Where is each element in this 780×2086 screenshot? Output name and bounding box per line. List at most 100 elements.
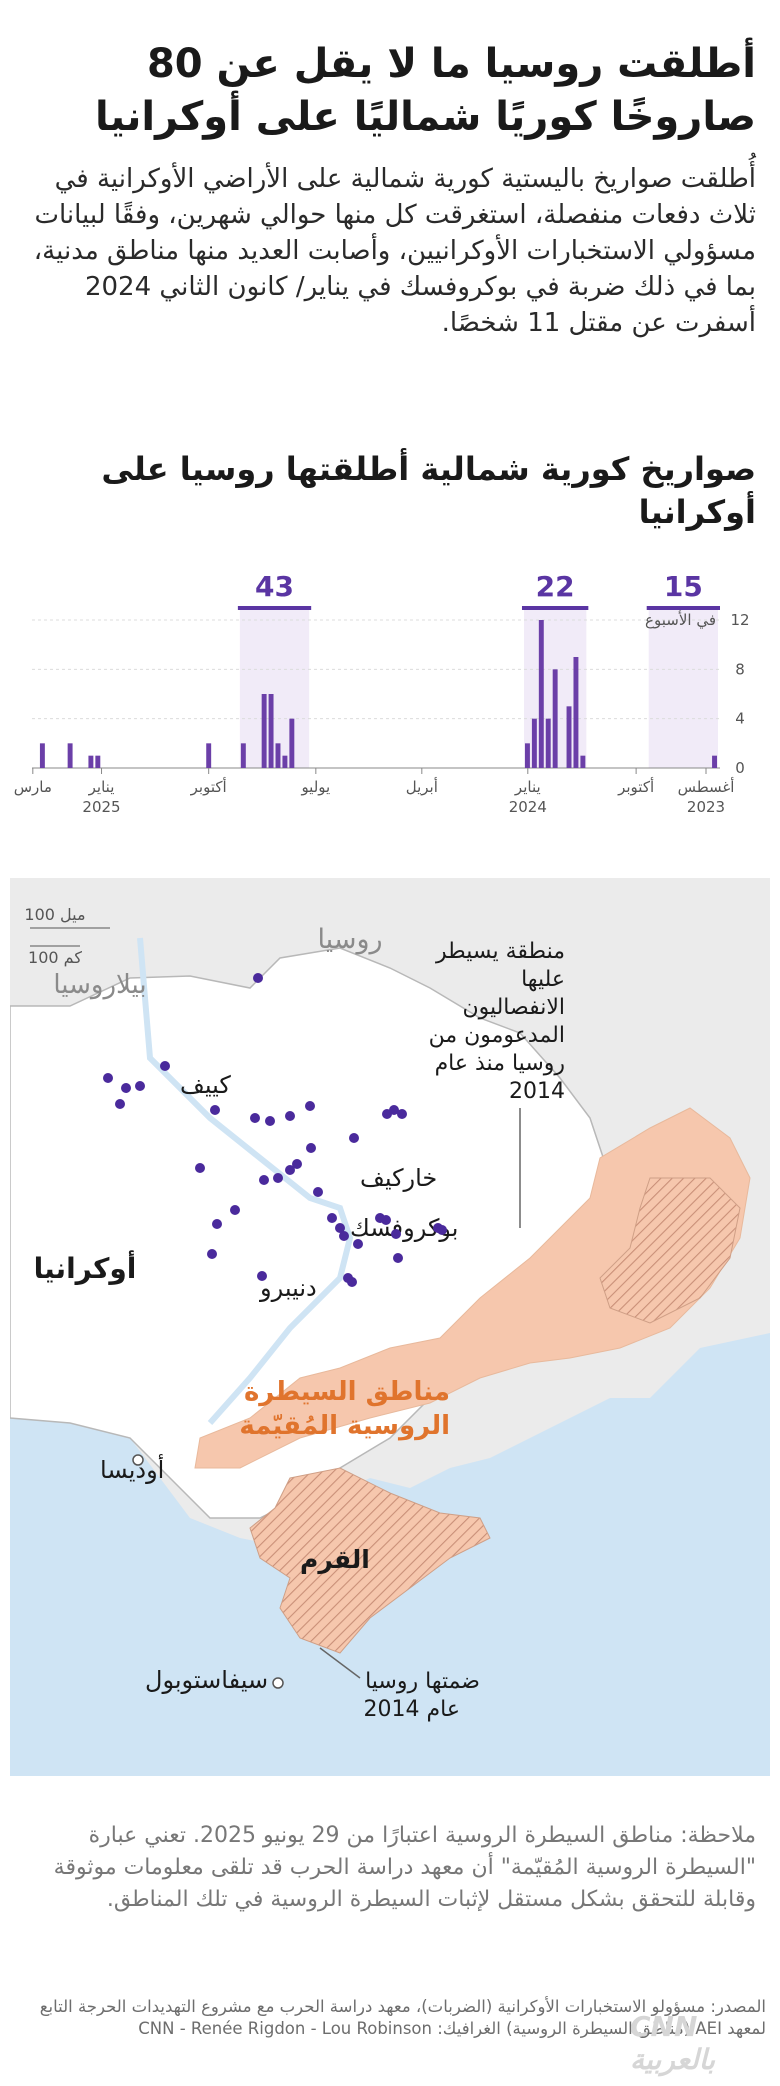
- strike-dot: [265, 1116, 275, 1126]
- strike-dot: [273, 1173, 283, 1183]
- x-tick-label: يناير: [88, 778, 115, 796]
- strike-dot: [347, 1277, 357, 1287]
- strike-dot: [353, 1239, 363, 1249]
- label-belarus: بيلاروسيا: [53, 970, 146, 1000]
- x-tick-label: أكتوبر: [617, 777, 654, 796]
- city-kharkiv: خاركيف: [360, 1164, 437, 1192]
- leader-line-annexed: [319, 1647, 361, 1679]
- label-occupied-1: مناطق السيطرة: [244, 1377, 450, 1407]
- bar: [268, 694, 274, 768]
- city-sevastopol: سيفاستوبول: [145, 1666, 268, 1694]
- strike-dot: [349, 1133, 359, 1143]
- strike-dot: [160, 1061, 170, 1071]
- x-tick-label: يناير: [514, 778, 541, 796]
- annotation-separatist: منطقة يسيطر عليها الانفصاليون المدعومون …: [429, 939, 565, 1104]
- x-tick-label: أغسطس: [678, 777, 735, 796]
- x-tick-year: 2023: [687, 798, 725, 816]
- city-kyiv: كييف: [180, 1071, 231, 1099]
- batch-total: 15: [664, 570, 703, 603]
- bar: [573, 657, 579, 768]
- batch-shade: [239, 610, 310, 768]
- bar: [712, 755, 717, 768]
- strike-dot: [230, 1205, 240, 1215]
- city-odesa: أوديسا: [100, 1454, 164, 1484]
- annotation-separatist-line: المدعومون من: [429, 1023, 565, 1048]
- y-axis-unit: في الأسبوع: [645, 610, 716, 630]
- y-tick-label: 8: [735, 660, 745, 678]
- strike-dot: [253, 973, 263, 983]
- strike-dot: [306, 1143, 316, 1153]
- strike-dot: [135, 1081, 145, 1091]
- annotation-separatist-line: الانفصاليون: [462, 995, 565, 1020]
- bar: [524, 743, 530, 768]
- bar: [531, 718, 537, 768]
- bar: [261, 694, 267, 768]
- annotation-separatist-line: 2014: [509, 1079, 565, 1104]
- note: ملاحظة: مناطق السيطرة الروسية اعتبارًا م…: [53, 1823, 756, 1912]
- bar: [552, 669, 558, 768]
- x-tick-label: أبريل: [406, 777, 438, 796]
- annotation-separatist-line: منطقة يسيطر: [435, 939, 565, 964]
- bar: [88, 755, 94, 768]
- scale-miles: 100 ميل: [24, 905, 85, 924]
- x-tick-label: أكتوبر: [190, 777, 227, 796]
- strike-dot: [121, 1083, 131, 1093]
- bar: [95, 755, 101, 768]
- strike-dot: [393, 1253, 403, 1263]
- strike-dot: [335, 1223, 345, 1233]
- y-tick-label: 0: [735, 759, 745, 777]
- separatist-area: [599, 1177, 741, 1324]
- y-tick-label: 12: [730, 611, 749, 629]
- annotation-annexed-1: ضمتها روسيا: [365, 1669, 480, 1694]
- label-russia: روسيا: [317, 924, 382, 955]
- bar: [580, 755, 586, 768]
- bar: [566, 706, 572, 768]
- strike-dot: [103, 1073, 113, 1083]
- strike-dot: [391, 1229, 401, 1239]
- odesa-marker: [132, 1454, 144, 1466]
- source: المصدر: مسؤولو الاستخبارات الأوكرانية (ا…: [39, 1997, 766, 2038]
- strike-dot: [257, 1271, 267, 1281]
- strike-dot: [115, 1099, 125, 1109]
- map: روسيا بيلاروسيا أوكرانيا 100 ميل 100 كم …: [10, 878, 770, 1776]
- bar: [39, 743, 45, 768]
- y-tick-label: 4: [735, 710, 745, 728]
- batch-total: 43: [255, 570, 294, 603]
- strike-dot: [437, 1225, 447, 1235]
- x-tick-year: 2024: [509, 798, 547, 816]
- strike-dot: [313, 1187, 323, 1197]
- x-tick-label: مارس: [14, 778, 52, 796]
- annotation-separatist-line: عليها: [521, 967, 565, 992]
- strike-dot: [250, 1113, 260, 1123]
- strike-dot: [207, 1249, 217, 1259]
- bar: [545, 718, 551, 768]
- bar-chart: 15 22 43 12 8 4 0 في الأسبوع أغسطس 2023 أكتوبر يناي…: [14, 570, 750, 816]
- bar: [282, 755, 288, 768]
- chart-title: صواريخ كورية شمالية أطلقتها روسيا على أو…: [101, 450, 756, 532]
- label-occupied-2: الروسية المُقيّمة: [239, 1411, 450, 1441]
- intro-paragraph: أُطلقت صواريخ باليستية كورية شمالية على …: [33, 164, 756, 338]
- strike-dot: [195, 1163, 205, 1173]
- bar: [275, 743, 281, 768]
- bar: [206, 743, 212, 768]
- strike-dot: [327, 1213, 337, 1223]
- strike-dot: [339, 1231, 349, 1241]
- sevastopol-marker: [272, 1677, 284, 1689]
- strike-dot: [292, 1159, 302, 1169]
- strike-dot: [285, 1165, 295, 1175]
- strike-dots: [103, 973, 447, 1287]
- annotation-annexed-2: عام 2014: [364, 1697, 460, 1722]
- label-crimea: القرم: [300, 1545, 370, 1575]
- annotation-separatist-line: روسيا منذ عام: [435, 1051, 565, 1076]
- bar: [289, 718, 295, 768]
- strike-dot: [397, 1109, 407, 1119]
- dnipro-river: [137, 937, 354, 1425]
- batch-shade: [648, 610, 718, 768]
- headline: أطلقت روسيا ما لا يقل عن 80 صاروخًا كوري…: [95, 41, 756, 141]
- scale-km: 100 كم: [28, 948, 82, 967]
- x-tick-label: يوليو: [300, 778, 330, 796]
- strike-dot: [381, 1215, 391, 1225]
- label-ukraine: أوكرانيا: [34, 1250, 137, 1285]
- bar: [240, 743, 246, 768]
- batch-total: 22: [536, 570, 575, 603]
